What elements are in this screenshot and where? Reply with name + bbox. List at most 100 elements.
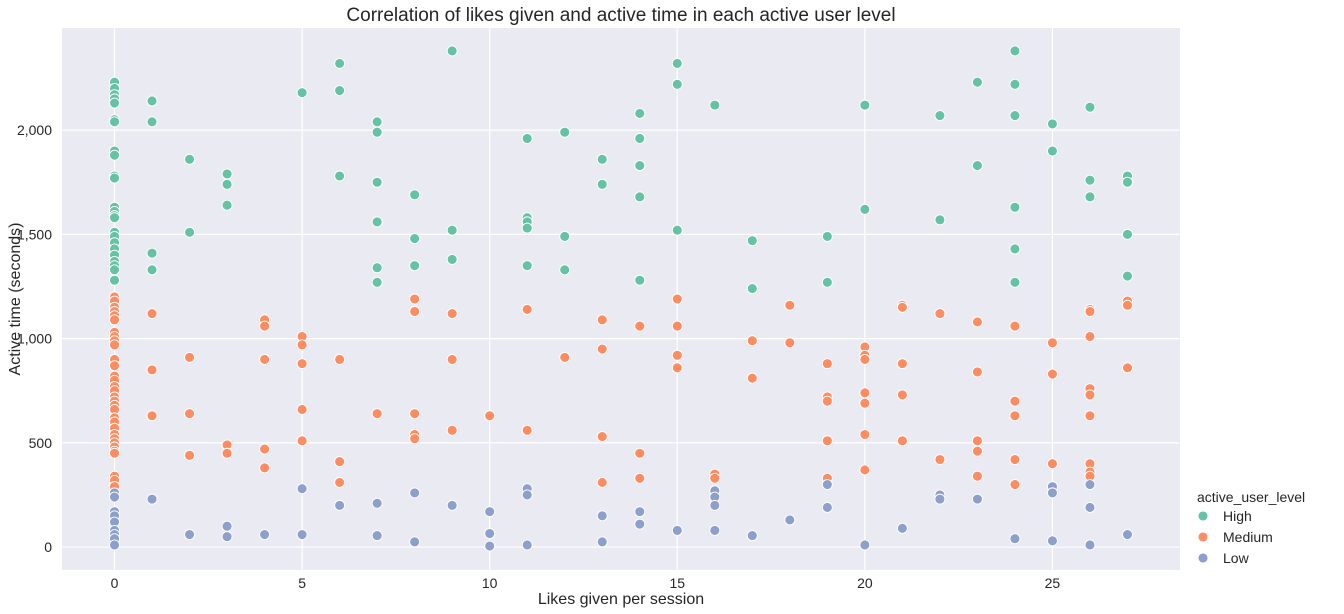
point-medium (709, 472, 721, 484)
point-medium (446, 308, 458, 320)
point-high (521, 260, 533, 272)
point-high (146, 95, 158, 107)
point-medium (896, 435, 908, 447)
point-high (971, 160, 983, 172)
point-medium (1009, 320, 1021, 332)
point-high (1009, 276, 1021, 288)
point-medium (146, 364, 158, 376)
point-high (109, 264, 120, 276)
point-medium (221, 447, 233, 459)
point-high (446, 253, 458, 265)
point-high (109, 172, 120, 184)
point-medium (1084, 410, 1096, 422)
point-medium (746, 335, 758, 347)
point-low (1122, 529, 1133, 541)
point-medium (259, 354, 271, 365)
point-high (109, 149, 120, 161)
point-high (371, 262, 383, 274)
y-axis-label: Active time (seconds) (7, 223, 24, 376)
point-low (109, 539, 120, 551)
point-low (934, 493, 946, 505)
point-medium (146, 308, 158, 320)
point-high (859, 99, 871, 111)
point-medium (1084, 389, 1096, 401)
point-high (634, 160, 646, 172)
point-high (371, 176, 383, 188)
point-low (1009, 533, 1021, 545)
point-low (484, 528, 496, 539)
x-tick-label: 5 (298, 575, 306, 591)
point-medium (184, 351, 196, 363)
x-tick-label: 20 (857, 575, 873, 591)
point-medium (634, 472, 646, 484)
point-high (934, 214, 946, 226)
point-medium (671, 349, 683, 361)
point-medium (334, 354, 346, 365)
point-medium (784, 337, 796, 349)
point-high (1009, 78, 1021, 90)
x-axis-label: Likes given per session (538, 591, 704, 608)
point-low (1046, 487, 1058, 499)
point-medium (484, 410, 496, 422)
point-medium (859, 429, 871, 440)
point-medium (859, 387, 871, 399)
point-medium (821, 435, 833, 447)
point-medium (971, 435, 983, 447)
point-low (896, 522, 908, 534)
point-low (296, 483, 308, 495)
point-high (221, 178, 233, 190)
point-high (109, 116, 120, 128)
legend-marker-high (1197, 510, 1209, 522)
point-high (1009, 243, 1021, 255)
point-high (371, 126, 383, 138)
legend: active_user_level High Medium Low (1197, 489, 1305, 566)
point-high (671, 57, 683, 69)
point-low (709, 524, 721, 536)
point-medium (971, 470, 983, 482)
point-low (484, 506, 496, 518)
point-medium (596, 343, 608, 355)
grid-lines (62, 28, 1180, 570)
point-high (971, 76, 983, 88)
point-high (1009, 110, 1021, 122)
legend-marker-medium (1197, 531, 1209, 543)
point-high (596, 178, 608, 190)
point-medium (521, 303, 533, 315)
point-medium (634, 320, 646, 332)
point-high (559, 231, 571, 242)
point-high (634, 133, 646, 144)
point-medium (296, 339, 308, 351)
point-medium (409, 293, 421, 305)
point-medium (109, 360, 120, 372)
legend-label-medium: Medium (1223, 529, 1273, 545)
point-high (109, 274, 120, 286)
y-tick-label: 1,500 (17, 226, 52, 242)
point-medium (259, 320, 271, 332)
point-low (521, 539, 533, 551)
point-high (334, 85, 346, 96)
point-medium (259, 462, 271, 474)
point-low (671, 524, 683, 536)
point-medium (934, 454, 946, 465)
point-low (221, 520, 233, 532)
point-high (521, 133, 533, 144)
chart-title: Correlation of likes given and active ti… (346, 5, 895, 26)
point-high (409, 233, 421, 244)
point-medium (971, 316, 983, 328)
point-medium (1046, 368, 1058, 380)
point-medium (1009, 454, 1021, 465)
plot-background (62, 28, 1180, 570)
point-high (334, 170, 346, 182)
point-high (671, 78, 683, 90)
point-medium (109, 447, 120, 459)
point-medium (296, 358, 308, 370)
point-high (146, 247, 158, 259)
point-medium (934, 308, 946, 320)
point-low (709, 499, 721, 511)
point-medium (446, 424, 458, 436)
point-medium (1009, 395, 1021, 407)
point-high (221, 199, 233, 211)
point-high (1046, 145, 1058, 157)
legend-marker-low (1197, 552, 1209, 564)
point-high (1122, 228, 1133, 240)
